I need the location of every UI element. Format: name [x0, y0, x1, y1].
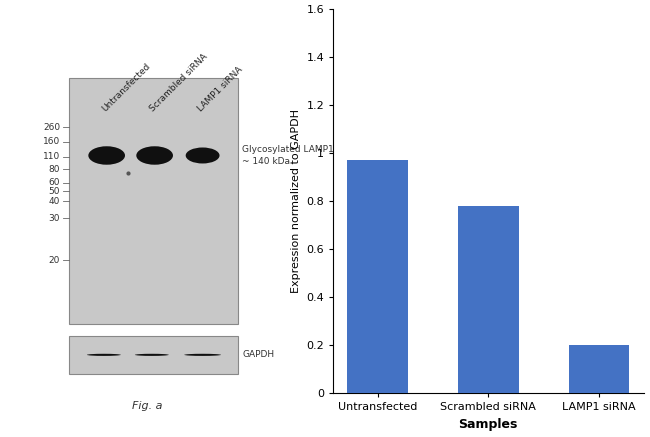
Ellipse shape	[87, 354, 121, 356]
Text: 30: 30	[49, 214, 60, 223]
Text: 50: 50	[49, 187, 60, 196]
Text: 40: 40	[49, 197, 60, 205]
Ellipse shape	[136, 146, 173, 165]
Bar	[569, 345, 629, 393]
Text: 110: 110	[43, 152, 60, 161]
Text: 260: 260	[43, 123, 60, 132]
Ellipse shape	[184, 354, 221, 356]
X-axis label: Samples: Samples	[459, 418, 518, 431]
Bar	[69, 78, 238, 324]
Bar	[458, 206, 519, 393]
Text: 80: 80	[49, 164, 60, 173]
Text: GAPDH: GAPDH	[242, 350, 274, 359]
Bar	[69, 336, 238, 374]
Text: 20: 20	[49, 256, 60, 264]
Ellipse shape	[135, 354, 169, 356]
Text: LAMP1 siRNA: LAMP1 siRNA	[196, 65, 244, 114]
Y-axis label: Expression normalized to GAPDH: Expression normalized to GAPDH	[291, 109, 301, 293]
Text: Scrambled siRNA: Scrambled siRNA	[148, 52, 209, 114]
Ellipse shape	[186, 148, 220, 163]
Text: Fig. a: Fig. a	[133, 401, 163, 411]
Bar	[347, 160, 408, 393]
Ellipse shape	[88, 146, 125, 165]
Text: Glycosylated LAMP1
~ 140 kDa: Glycosylated LAMP1 ~ 140 kDa	[242, 145, 334, 166]
Text: 160: 160	[43, 138, 60, 146]
Text: Untransfected: Untransfected	[100, 62, 152, 114]
Text: 60: 60	[49, 178, 60, 187]
